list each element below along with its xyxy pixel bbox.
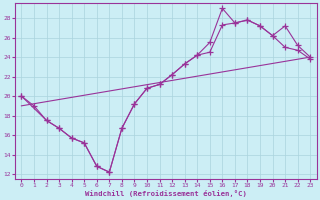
X-axis label: Windchill (Refroidissement éolien,°C): Windchill (Refroidissement éolien,°C)	[85, 190, 247, 197]
